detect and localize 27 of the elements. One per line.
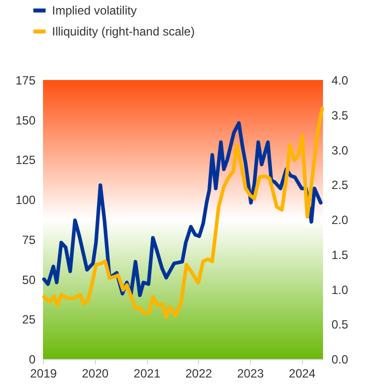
x-tick-label: 2022 (185, 366, 212, 380)
y-tick-label: 0 (28, 352, 36, 366)
y2-tick-label: 0.0 (332, 352, 349, 366)
y-tick-label: 150 (15, 113, 36, 128)
y2-tick-label: 3.5 (332, 108, 349, 122)
x-tick-label: 2019 (30, 366, 58, 380)
x-tick-label: 2021 (134, 366, 161, 380)
y2-tick-label: 1.5 (332, 248, 349, 262)
y2-tick-label: 0.5 (332, 318, 349, 332)
y2-tick-label: 2.0 (332, 213, 349, 227)
y2-tick-label: 3.0 (332, 143, 349, 158)
x-tick-label: 2023 (237, 366, 264, 380)
x-tick-label: 2024 (288, 366, 316, 380)
y-tick-label: 50 (22, 272, 36, 287)
y-tick-label: 25 (22, 312, 36, 327)
line-series (42, 121, 323, 298)
y-tick-label: 100 (15, 193, 36, 208)
y2-tick-label: 1.0 (332, 282, 349, 297)
legend-label: Implied volatility (52, 4, 137, 18)
y-tick-label: 125 (15, 153, 36, 168)
x-tick-label: 2020 (82, 366, 109, 380)
y2-tick-label: 2.5 (332, 178, 349, 192)
y-tick-label: 75 (22, 232, 36, 247)
line-series (42, 106, 324, 319)
legend-label: Illiquidity (right-hand scale) (52, 24, 195, 38)
y-tick-label: 175 (15, 74, 36, 88)
y2-tick-label: 4.0 (332, 74, 349, 88)
